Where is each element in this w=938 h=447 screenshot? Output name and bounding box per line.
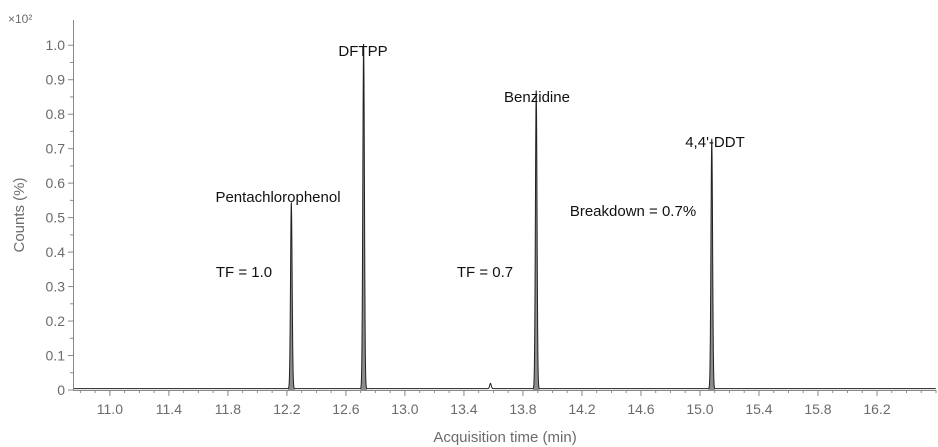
- x-tick-label: 15.0: [686, 401, 713, 417]
- peak-area-0: [288, 202, 295, 390]
- y-tick-label: 0.1: [46, 348, 66, 364]
- breakdown-ddt: Breakdown = 0.7%: [570, 203, 696, 220]
- x-tick-label: 14.2: [568, 401, 595, 417]
- peak-label-pentachlorophenol: Pentachlorophenol: [215, 189, 340, 206]
- y-axis-title: Counts (%): [11, 177, 28, 252]
- y-tick-label: 1.0: [46, 37, 66, 53]
- x-tick-label: 11.4: [156, 401, 182, 417]
- x-tick-label: 12.2: [273, 401, 300, 417]
- x-tick-label: 13.0: [391, 401, 418, 417]
- peak-label-dftpp: DFTPP: [338, 43, 387, 60]
- y-tick-label: 0.8: [46, 106, 66, 122]
- y-tick-label: 0.9: [46, 72, 66, 88]
- y-tick-label: 0.2: [46, 313, 66, 329]
- x-tick-label: 15.4: [745, 401, 772, 417]
- x-tick-label: 12.6: [332, 401, 359, 417]
- x-axis-title: Acquisition time (min): [433, 429, 576, 446]
- x-tick-label: 11.0: [97, 401, 123, 417]
- x-axis-ticks: 11.0 11.4 11.8 12.2 12.6 13.0 13.4 13.8 14.2 14.6…: [79, 390, 937, 417]
- peak-label-ddt: 4,4'-DDT: [685, 134, 745, 151]
- y-tick-label: 0.7: [46, 141, 66, 157]
- x-tick-label: 11.8: [215, 401, 241, 417]
- y-tick-label: 0: [57, 382, 65, 398]
- x-tick-label: 13.4: [450, 401, 477, 417]
- peak-area-4: [708, 138, 716, 390]
- y-tick-label: 0.3: [46, 279, 66, 295]
- x-tick-label: 14.6: [627, 401, 654, 417]
- peak-fills: [288, 43, 716, 391]
- x-tick-label: 13.8: [509, 401, 536, 417]
- x-tick-label: 16.2: [863, 401, 890, 417]
- y-tick-label: 0.4: [46, 244, 66, 260]
- peak-area-3: [532, 90, 540, 391]
- chromatogram-trace: [73, 43, 936, 390]
- y-multiplier-label: ×10²: [8, 12, 32, 26]
- y-tick-label: 0.5: [46, 210, 66, 226]
- y-tick-label: 0.6: [46, 175, 66, 191]
- tailing-factor-benzidine: TF = 0.7: [457, 264, 513, 281]
- peak-area-1: [360, 43, 367, 391]
- tailing-factor-pentachlorophenol: TF = 1.0: [216, 264, 272, 281]
- x-tick-label: 15.8: [804, 401, 831, 417]
- y-axis-ticks: 0 0.1 0.2 0.3 0.4 0.5 0.6 0.7 0.8 0.9 1.0: [46, 37, 73, 398]
- peak-label-benzidine: Benzidine: [504, 89, 570, 106]
